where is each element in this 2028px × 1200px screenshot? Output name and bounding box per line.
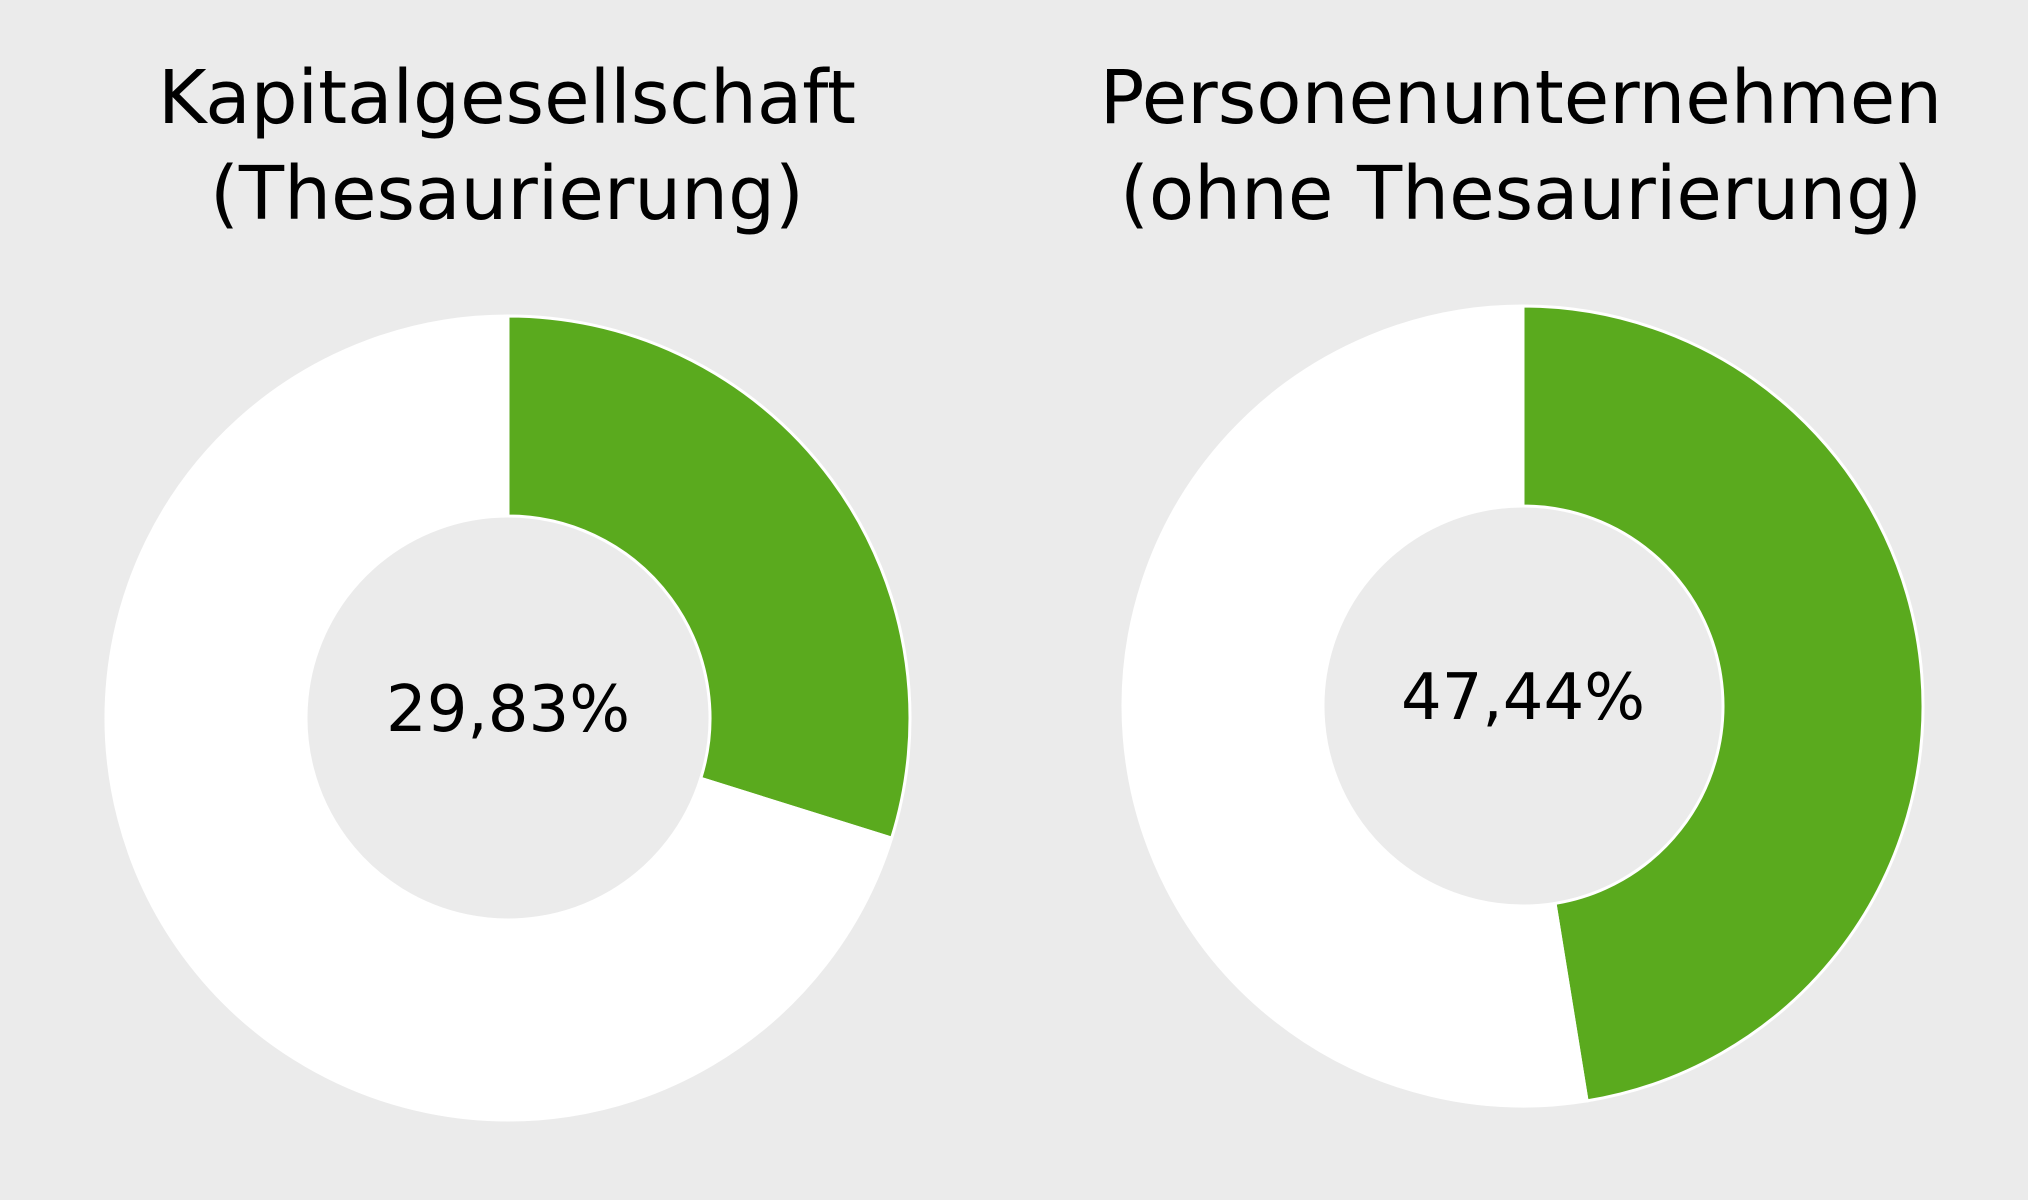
donut-slice-remainder (1121, 304, 1589, 1108)
chart-title-line-2: (ohne Thesaurierung) (1119, 151, 1922, 237)
donut-slices (104, 314, 912, 1122)
donut-svg: 29,83% (104, 314, 912, 1122)
chart-title-line-1: Kapitalgesellschaft (158, 55, 856, 141)
donut-slices (1121, 304, 1925, 1108)
donut-chart-personenunternehmen: Personenunternehmen (ohne Thesaurierung)… (1014, 0, 2028, 1200)
donut-svg: 47,44% (1121, 304, 1925, 1108)
donut-slice-remainder (104, 314, 894, 1122)
donut-slice-share (506, 314, 912, 841)
chart-title-line-1: Personenunternehmen (1099, 55, 1943, 141)
donut-slice-share (1521, 304, 1925, 1103)
chart-title-line-2: (Thesaurierung) (210, 151, 804, 237)
donut-center-label: 29,83% (386, 673, 630, 747)
donut-center-label: 47,44% (1401, 661, 1645, 735)
chart-title: Personenunternehmen (ohne Thesaurierung) (1014, 50, 2028, 242)
chart-title: Kapitalgesellschaft (Thesaurierung) (0, 50, 1014, 242)
donut-chart-kapitalgesellschaft: Kapitalgesellschaft (Thesaurierung) 29,8… (0, 50, 1014, 1122)
